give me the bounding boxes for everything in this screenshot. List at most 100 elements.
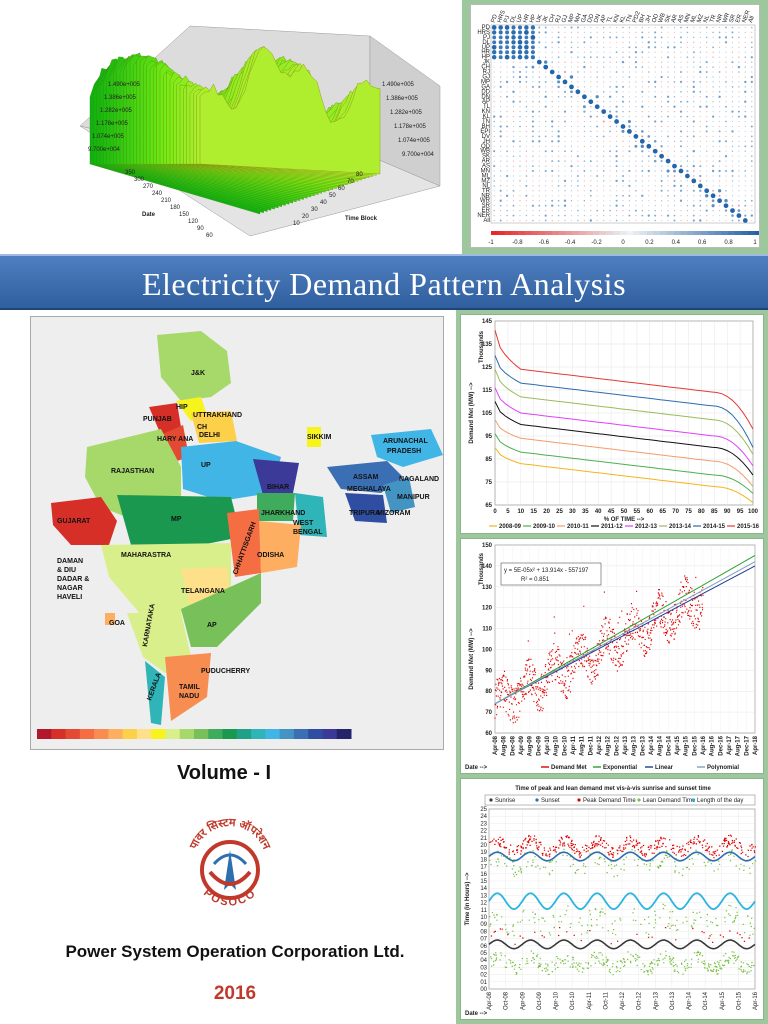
- corr-cell: [641, 175, 643, 177]
- corr-cell: [744, 135, 746, 137]
- corr-cell: [699, 120, 701, 123]
- corr-cell: [725, 96, 727, 98]
- timing-y-tick: 25: [480, 807, 487, 813]
- trend-x-tick: Dec-09: [536, 735, 542, 755]
- corr-cell: [519, 170, 521, 172]
- corr-cell: [725, 125, 727, 128]
- corr-cell: [564, 41, 566, 43]
- trend-x-tick: Aug-15: [684, 735, 690, 756]
- corr-cell: [512, 140, 515, 143]
- corr-col-label: KN: [613, 14, 621, 24]
- corr-cell: [570, 46, 573, 49]
- map-colorbar-swatch: [79, 729, 95, 739]
- trend-x-tick: Dec-15: [692, 735, 698, 755]
- corr-col-label: ER: [735, 13, 744, 24]
- corr-cell: [538, 91, 540, 93]
- map-state-label: TRIPURA: [349, 510, 380, 517]
- timing-y-tick: 10: [480, 915, 487, 921]
- corr-cell: [616, 31, 618, 33]
- corr-cell: [525, 210, 527, 212]
- timing-y-tick: 05: [480, 951, 487, 957]
- corr-cell: [493, 195, 495, 197]
- corr-cell: [512, 210, 515, 212]
- trend-ylabel: Demand Met (MW) -->: [469, 628, 475, 690]
- corr-cell: [557, 160, 560, 163]
- duration-series-line: [494, 401, 754, 476]
- corr-cell: [609, 56, 611, 58]
- corr-cell: [500, 175, 502, 177]
- corr-cell: [738, 155, 740, 157]
- corr-cell: [570, 101, 573, 103]
- corr-cell: [609, 165, 611, 167]
- corr-cell: [551, 125, 554, 128]
- corr-cell: [731, 150, 734, 152]
- corr-cell: [493, 96, 495, 98]
- corr-cell: [654, 56, 656, 58]
- corr-cell: [751, 36, 753, 38]
- corr-cell: [596, 150, 598, 152]
- corr-cell: [583, 135, 585, 137]
- corr-cell: [712, 185, 714, 187]
- corr-cell: [499, 199, 502, 202]
- corr-cell: [551, 106, 553, 108]
- corr-cell: [712, 81, 714, 83]
- volume-label: Volume - I: [176, 762, 272, 784]
- corr-colorbar-swatch: [727, 231, 735, 235]
- timing-sunrise-line: [488, 939, 756, 950]
- map-state-label: GUJARAT: [57, 518, 91, 525]
- corr-cell: [693, 111, 695, 113]
- map-region-punjab: [149, 403, 181, 435]
- duration-legend-label: 2009-10: [533, 524, 556, 530]
- corr-colorbar-swatch: [497, 231, 505, 235]
- corr-colorbar-swatch: [707, 231, 715, 235]
- surface-z-tick-right: 1.178e+005: [394, 124, 427, 130]
- corr-cell: [622, 51, 624, 53]
- duration-x-tick: 0: [493, 509, 497, 515]
- map-colorbar: [37, 729, 352, 739]
- timing-y-tick: 23: [480, 821, 487, 827]
- corr-cell: [693, 26, 695, 29]
- duration-x-tick: 30: [569, 509, 576, 515]
- corr-cell: [551, 41, 553, 44]
- corr-cell: [544, 26, 547, 29]
- corr-cell: [628, 101, 631, 103]
- corr-cell: [538, 36, 540, 38]
- duration-chart-svg: 0 5 10 15 20 25 30 35 40 45 50 55 60 65 70 75 80 85 90 95 10…: [469, 319, 760, 530]
- corr-cell: [738, 175, 740, 177]
- corr-cell: [686, 71, 688, 73]
- corr-cell: [524, 30, 529, 35]
- trend-x-tick: Dec-14: [666, 735, 672, 755]
- corr-cell: [525, 219, 527, 222]
- map-region-uttarakhand: [191, 411, 237, 443]
- corr-cell: [686, 135, 689, 138]
- corr-cell: [545, 71, 547, 73]
- corr-cell: [744, 199, 747, 202]
- corr-col-label: KL: [619, 14, 627, 24]
- corr-cell: [705, 130, 708, 133]
- corr-cell: [712, 36, 714, 38]
- corr-cell: [551, 180, 553, 182]
- map-state-label: AP: [207, 622, 217, 629]
- corr-cell: [628, 140, 630, 142]
- corr-cell: [692, 149, 696, 153]
- corr-cell: [493, 101, 495, 103]
- duration-x-tick: 5: [506, 509, 510, 515]
- corr-cell: [609, 46, 611, 48]
- map-colorbar-swatch: [37, 729, 52, 739]
- corr-cell: [577, 46, 579, 49]
- corr-col-label: DN: [593, 13, 602, 23]
- corr-cell: [519, 180, 521, 182]
- corr-cell: [731, 106, 734, 108]
- corr-cell: [609, 110, 612, 113]
- corr-cell: [603, 125, 605, 128]
- corr-cell: [524, 40, 529, 45]
- corr-cell: [551, 96, 553, 98]
- corr-cell: [712, 219, 714, 222]
- corr-cell: [673, 101, 676, 103]
- corr-cell: [673, 145, 676, 147]
- corr-cell: [577, 76, 579, 78]
- corr-cell: [654, 26, 656, 29]
- corr-cell: [590, 105, 592, 108]
- corr-cell: [558, 106, 560, 108]
